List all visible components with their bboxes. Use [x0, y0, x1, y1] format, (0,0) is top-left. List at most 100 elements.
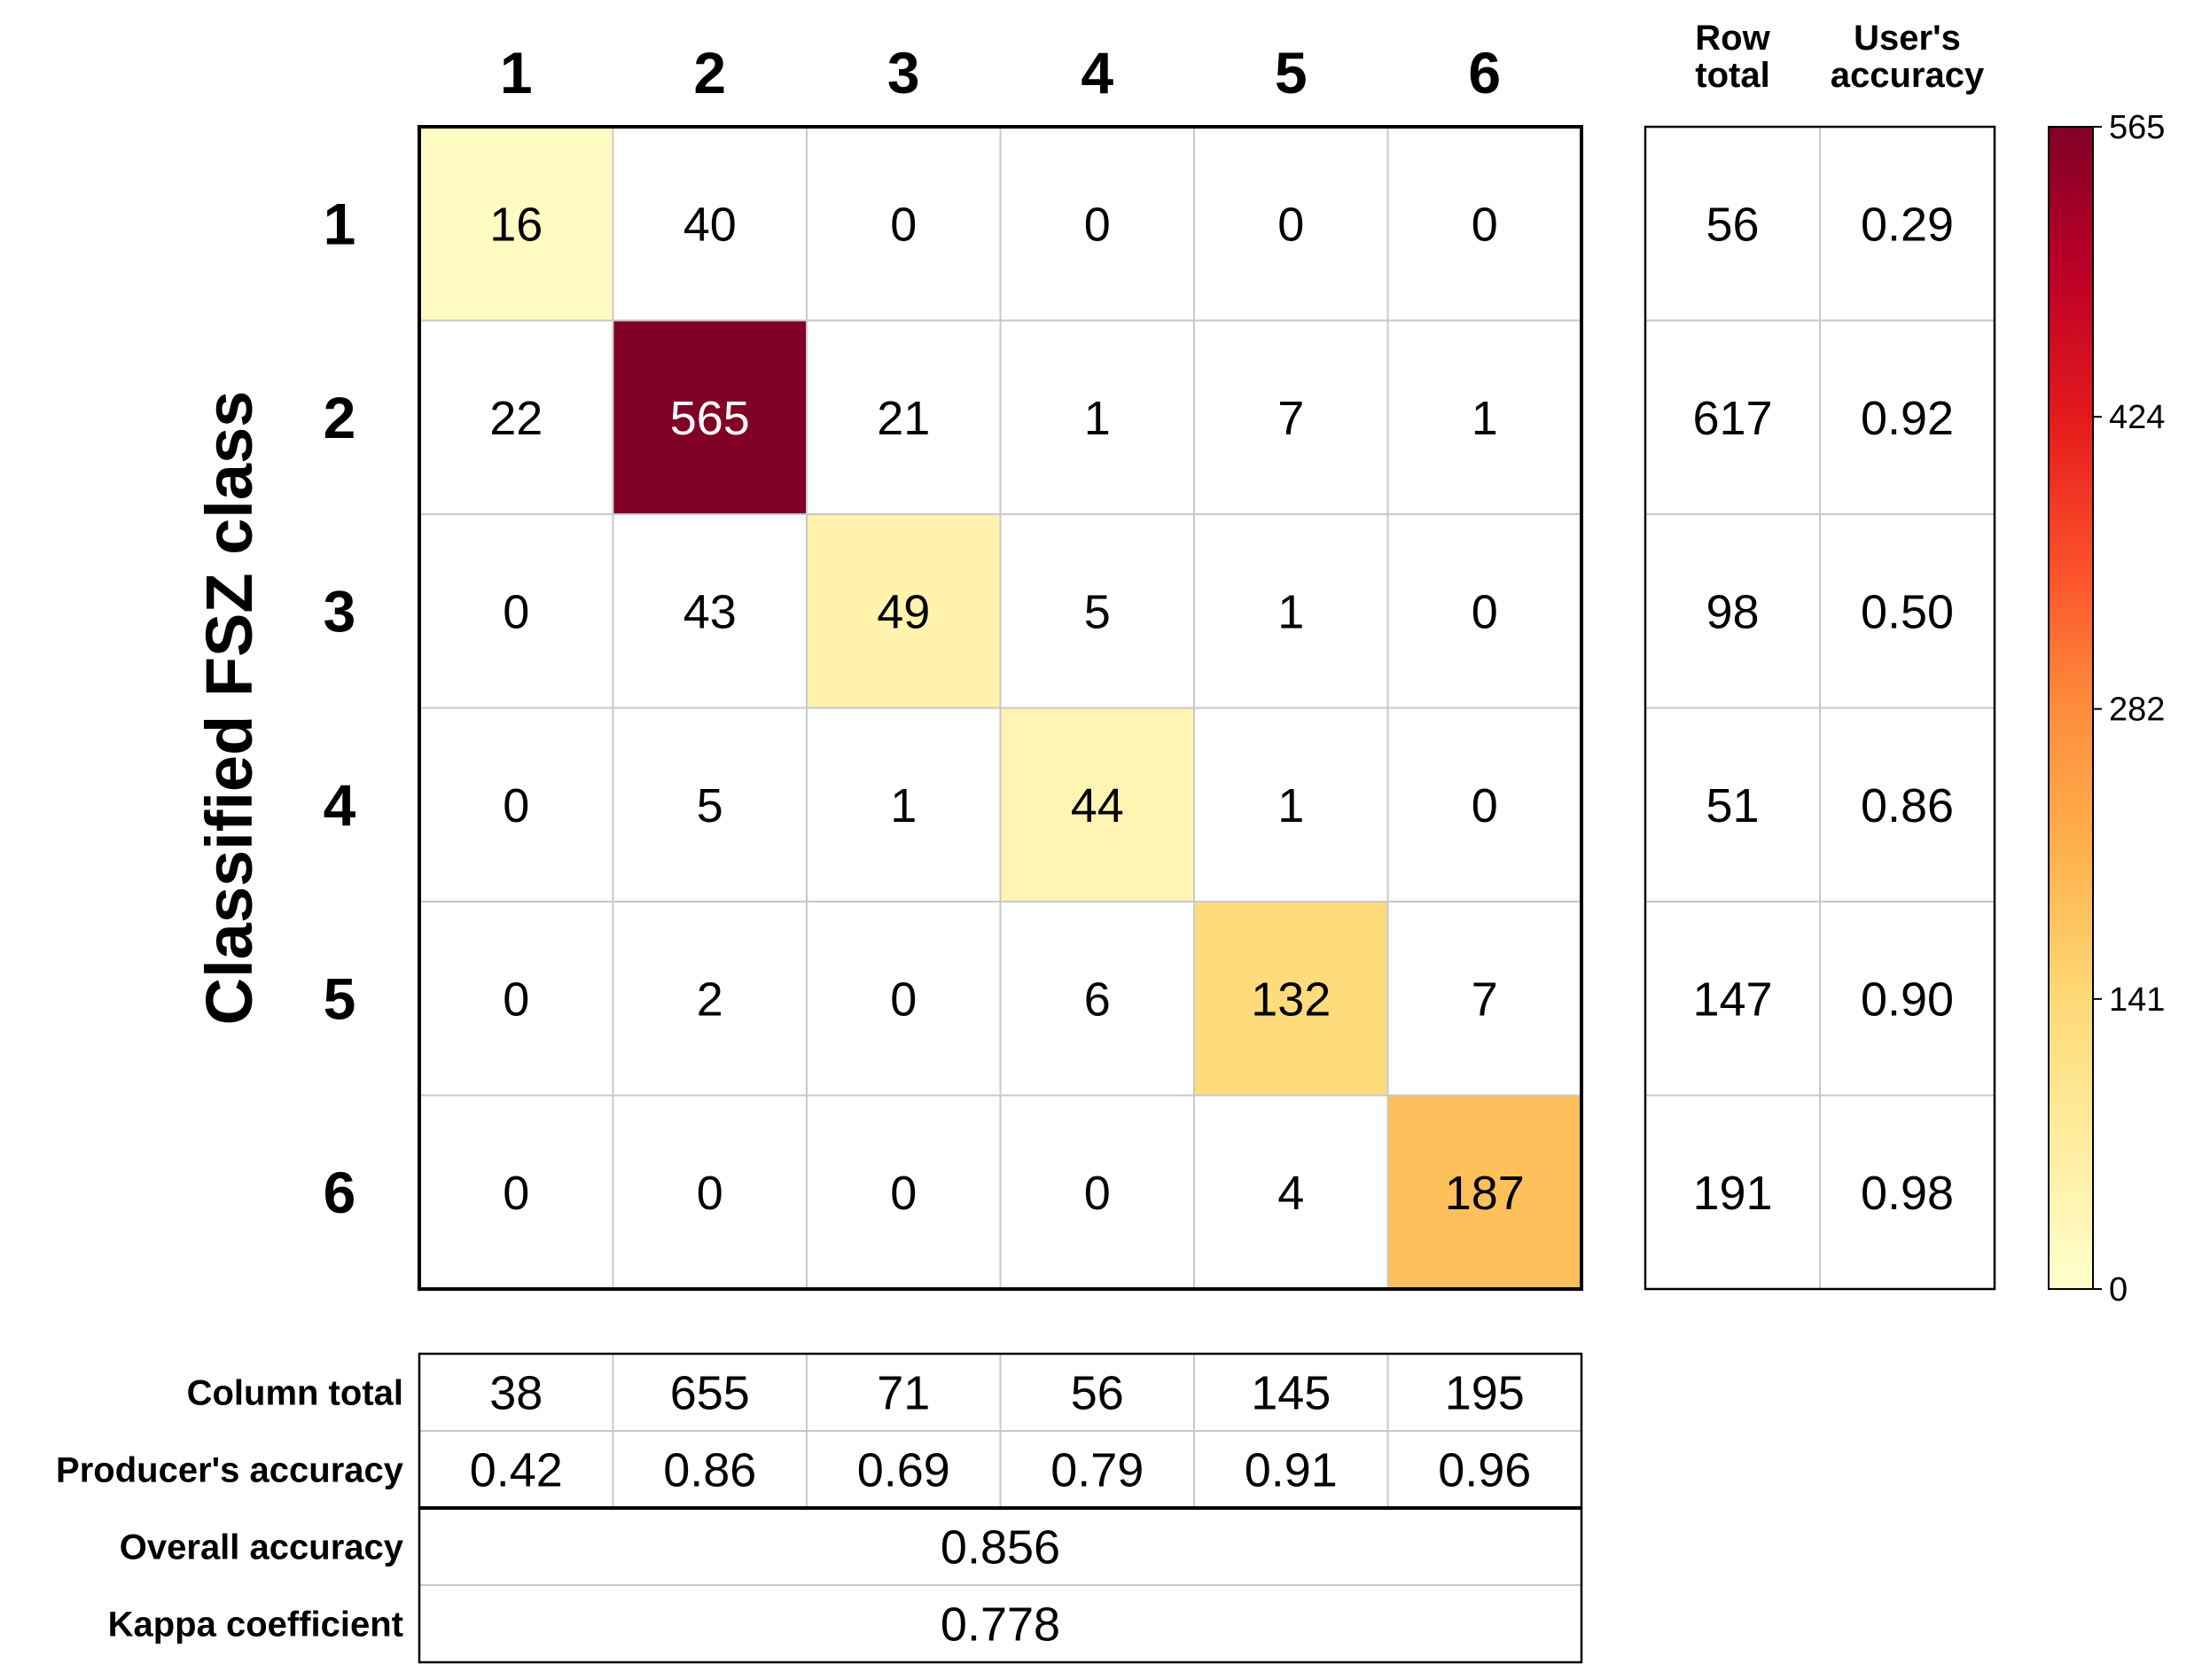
matrix-cell [612, 126, 808, 322]
column-total-label: Column total [187, 1374, 403, 1413]
matrix-cell-value: 0 [1472, 779, 1498, 832]
users-accuracy-cell [1819, 1094, 1995, 1290]
matrix-cell [999, 126, 1195, 322]
colorbar-tick-label: 565 [2109, 109, 2165, 146]
users-accuracy-cell [1819, 319, 1995, 515]
matrix-cell [999, 901, 1195, 1097]
matrix-cell [1193, 1094, 1389, 1290]
row-label: 1 [324, 191, 356, 256]
matrix-cell-value: 1 [1472, 392, 1498, 445]
matrix-border [418, 125, 1583, 1291]
matrix-cell-value: 1 [1084, 392, 1111, 445]
matrix-cell-value: 132 [1251, 973, 1331, 1026]
users-accuracy-value: 0.98 [1861, 1167, 1954, 1220]
colorbar-tick-label: 141 [2109, 981, 2165, 1019]
row-total-value: 617 [1692, 392, 1772, 445]
matrix-cell-value: 1 [1277, 585, 1304, 638]
users-accuracy-cell [1819, 513, 1995, 709]
overall-accuracy-label: Overall accuracy [120, 1528, 404, 1567]
matrix-cell-value: 0 [890, 198, 917, 251]
y-axis-label: Classified FSZ class [192, 391, 266, 1026]
column-total-value: 38 [489, 1367, 543, 1420]
row-label: 5 [324, 965, 356, 1031]
users-accuracy-value: 0.92 [1861, 392, 1954, 445]
matrix-cell [418, 513, 614, 709]
column-total-cell [806, 1353, 1002, 1432]
producers-accuracy-cell [806, 1430, 1002, 1509]
overall-accuracy-value: 0.856 [941, 1521, 1060, 1575]
matrix-cell-value: 0 [1084, 198, 1111, 251]
users-accuracy-header: User's [1854, 19, 1961, 58]
column-label: 3 [887, 40, 920, 105]
producers-accuracy-value: 0.69 [857, 1444, 950, 1497]
users-accuracy-value: 0.50 [1861, 585, 1954, 638]
row-total-header: total [1695, 56, 1769, 95]
matrix-cell-value: 4 [1277, 1167, 1304, 1220]
row-total-value: 98 [1706, 585, 1759, 638]
matrix-cell [999, 319, 1195, 515]
row-label: 6 [324, 1160, 356, 1225]
matrix-cell-value: 0 [1277, 198, 1304, 251]
matrix-cell-value: 5 [697, 779, 723, 832]
matrix-cell [418, 707, 614, 903]
matrix-cell [1193, 901, 1389, 1097]
users-accuracy-header: accuracy [1831, 56, 1985, 95]
row-total-value: 191 [1692, 1167, 1772, 1220]
matrix-cell-value: 44 [1071, 779, 1124, 832]
column-total-cell [418, 1353, 614, 1432]
matrix-cell-value: 22 [489, 392, 543, 445]
producers-accuracy-value: 0.42 [470, 1444, 563, 1497]
matrix-cell-value: 2 [697, 973, 723, 1026]
matrix-cell-value: 0 [1472, 585, 1498, 638]
row-total-cell [1644, 901, 1821, 1097]
matrix-cell-value: 6 [1084, 973, 1111, 1026]
matrix-cell [418, 1094, 614, 1290]
producers-accuracy-cell [1193, 1430, 1389, 1509]
matrix-cell [418, 901, 614, 1097]
side-table-border [1644, 125, 1996, 1291]
column-total-value: 145 [1251, 1367, 1331, 1420]
column-label: 4 [1081, 40, 1113, 105]
column-label: 2 [693, 40, 726, 105]
matrix-cell-value: 7 [1277, 392, 1304, 445]
matrix-cell-value: 0 [1472, 198, 1498, 251]
matrix-cell [612, 319, 808, 515]
row-label: 2 [324, 385, 356, 450]
kappa-value: 0.778 [941, 1598, 1060, 1652]
matrix-cell [1386, 1094, 1582, 1290]
matrix-cell-value: 0 [503, 779, 529, 832]
matrix-cell [612, 513, 808, 709]
matrix-cell-value: 0 [503, 585, 529, 638]
producers-accuracy-label: Producer's accuracy [56, 1451, 404, 1490]
kappa-label: Kappa coefficient [108, 1606, 403, 1645]
producers-accuracy-cell [999, 1430, 1195, 1509]
matrix-cell-value: 7 [1472, 973, 1498, 1026]
colorbar-tick-label: 282 [2109, 692, 2165, 729]
matrix-cell-value: 43 [683, 585, 737, 638]
matrix-cell-value: 565 [670, 392, 750, 445]
colorbar-tick-label: 424 [2109, 399, 2165, 436]
matrix-cell [1193, 126, 1389, 322]
matrix-cell [806, 707, 1002, 903]
matrix-cell-value: 21 [877, 392, 930, 445]
matrix-cell [999, 707, 1195, 903]
matrix-cell-value: 0 [503, 1167, 529, 1220]
column-label: 6 [1468, 40, 1501, 105]
matrix-cell [418, 126, 614, 322]
column-total-value: 655 [670, 1367, 750, 1420]
matrix-cell-value: 49 [877, 585, 930, 638]
producers-accuracy-value: 0.86 [663, 1444, 756, 1497]
row-total-value: 147 [1692, 973, 1772, 1026]
users-accuracy-value: 0.29 [1861, 198, 1954, 251]
producers-accuracy-value: 0.96 [1438, 1444, 1531, 1497]
matrix-cell [999, 513, 1195, 709]
matrix-cell [1386, 513, 1582, 709]
column-label: 5 [1275, 40, 1308, 105]
producers-accuracy-cell [1386, 1430, 1582, 1509]
users-accuracy-cell [1819, 901, 1995, 1097]
matrix-cell-value: 0 [697, 1167, 723, 1220]
row-total-value: 51 [1706, 779, 1759, 832]
producers-accuracy-value: 0.91 [1245, 1444, 1338, 1497]
row-label: 3 [324, 578, 356, 644]
producers-accuracy-value: 0.79 [1050, 1444, 1144, 1497]
